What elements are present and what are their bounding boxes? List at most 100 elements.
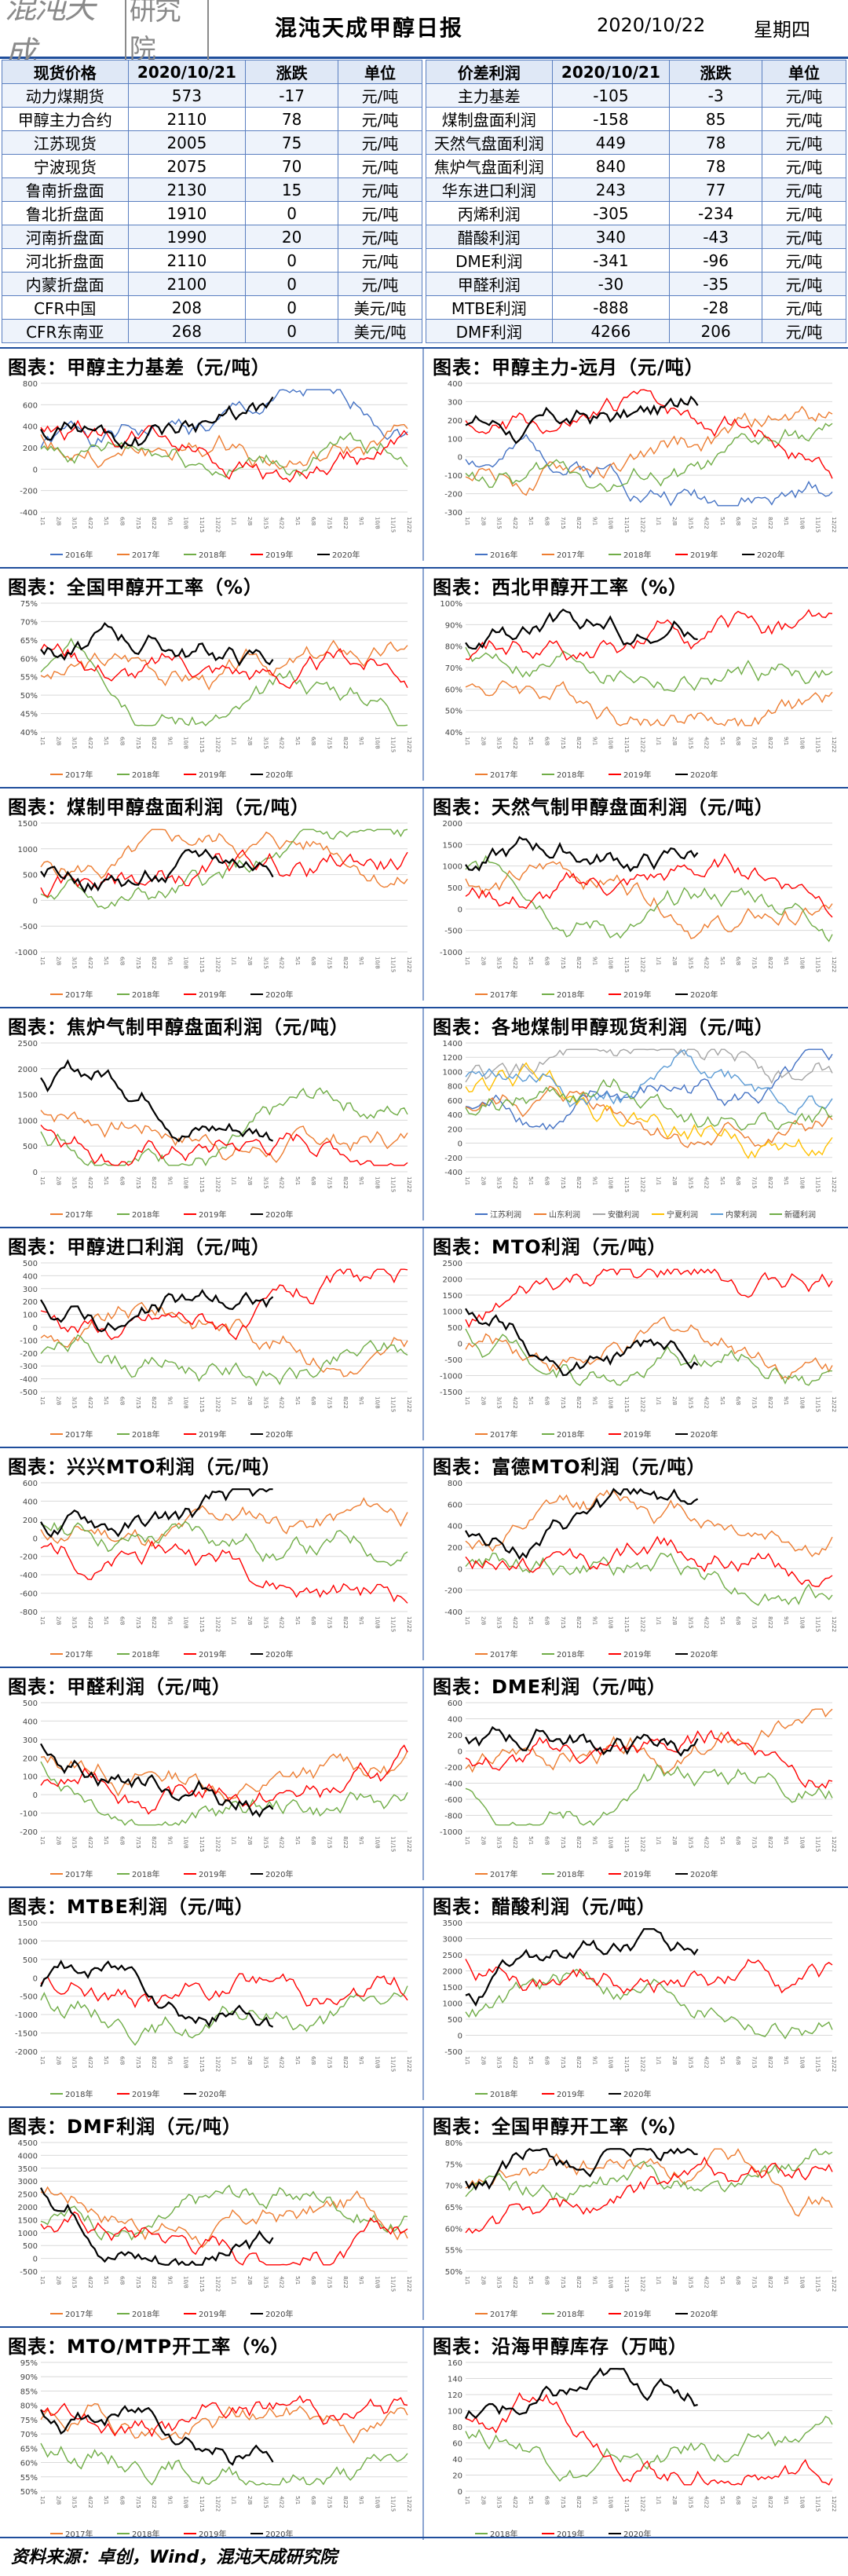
x-tick-label: 7/15 xyxy=(751,2276,757,2289)
legend-label: 2020年 xyxy=(265,1869,293,1879)
chart-title: 图表：甲醇主力-远月（元/吨） xyxy=(433,357,704,379)
chart-title: 图表：全国甲醇开工率（%） xyxy=(8,576,264,598)
x-tick-label: 7/15 xyxy=(135,1176,141,1189)
x-tick-label: 12/22 xyxy=(214,2056,221,2072)
y-tick-label: 600 xyxy=(23,401,38,410)
x-tick-label: 5/1 xyxy=(528,1836,534,1845)
x-tick-label: 10/8 xyxy=(799,1616,805,1629)
x-tick-label: 12/22 xyxy=(831,1836,837,1852)
x-tick-label: 7/15 xyxy=(751,1176,757,1189)
x-tick-label: 7/15 xyxy=(560,1616,566,1629)
y-tick-label: 400 xyxy=(448,1716,462,1725)
series-line xyxy=(40,1973,408,2008)
x-tick-label: 1/1 xyxy=(464,1836,470,1845)
x-tick-label: 5/1 xyxy=(103,957,109,965)
table-row: CFR中国 208 0 美元/吨 xyxy=(2,295,423,320)
x-tick-label: 10/8 xyxy=(608,2056,614,2069)
table-cell: 元/吨 xyxy=(761,177,847,202)
x-tick-label: 7/15 xyxy=(751,1616,757,1629)
series-line xyxy=(465,1489,833,1557)
x-tick-label: 1/1 xyxy=(231,1616,237,1625)
x-tick-label: 5/1 xyxy=(528,2496,534,2505)
legend-label: 2018年 xyxy=(557,1649,584,1659)
y-tick-label: -200 xyxy=(20,488,38,496)
x-tick-label: 11/15 xyxy=(815,957,821,972)
x-tick-label: 4/22 xyxy=(704,957,710,969)
x-tick-label: 7/15 xyxy=(751,1396,757,1409)
x-tick-label: 1/1 xyxy=(656,2056,662,2065)
y-tick-label: 500 xyxy=(23,1956,38,1965)
y-tick-label: -500 xyxy=(20,1993,38,2002)
y-tick-label: 500 xyxy=(23,1700,38,1708)
y-tick-label: 0 xyxy=(458,2488,462,2497)
legend-label: 2018年 xyxy=(623,550,651,560)
y-tick-label: 400 xyxy=(448,380,462,389)
x-tick-label: 1/1 xyxy=(464,2496,470,2505)
x-tick-label: 11/15 xyxy=(199,1836,205,1852)
y-tick-label: 160 xyxy=(448,2359,462,2368)
x-tick-label: 8/22 xyxy=(151,1396,157,1409)
x-tick-label: 3/15 xyxy=(71,957,78,969)
x-tick-label: 12/22 xyxy=(831,1616,837,1632)
table-row: 宁波现货 2075 70 元/吨 xyxy=(2,154,423,178)
x-tick-label: 3/15 xyxy=(687,1836,693,1849)
table-row: 河北折盘面 2110 0 元/吨 xyxy=(2,248,423,273)
chart-plot: 80%75%70%65%60%55%50%1/1 2/8 3/15 4/22 5/1 6/… xyxy=(445,2139,837,2319)
x-tick-label: 6/8 xyxy=(310,2276,316,2285)
logo-text: 混沌天成 xyxy=(5,0,96,71)
x-tick-label: 6/8 xyxy=(735,957,741,965)
table-cell: -28 xyxy=(669,295,762,320)
x-tick-label: 10/8 xyxy=(799,737,805,749)
x-tick-label: 2/8 xyxy=(480,517,486,525)
x-tick-label: 3/15 xyxy=(71,1396,78,1409)
x-tick-label: 11/15 xyxy=(199,1616,205,1632)
y-tick-label: 1000 xyxy=(443,863,462,872)
series-line xyxy=(40,1110,408,1163)
y-tick-label: 85% xyxy=(20,2388,38,2396)
y-tick-label: 200 xyxy=(448,1544,462,1553)
y-tick-label: 500 xyxy=(23,1260,38,1268)
x-tick-label: 7/15 xyxy=(135,2496,141,2508)
x-tick-label: 12/22 xyxy=(831,2276,837,2292)
legend-label: 2016年 xyxy=(490,550,517,560)
company-logo: 混沌天成 研究院 xyxy=(5,0,209,71)
legend-label: 2020年 xyxy=(265,770,293,780)
y-tick-label: 2500 xyxy=(18,2191,38,2200)
legend-label: 2017年 xyxy=(557,550,584,560)
x-tick-label: 4/22 xyxy=(87,1176,93,1189)
table-cell: 2100 xyxy=(127,272,247,296)
section-divider xyxy=(0,1886,848,1888)
legend-label: 2020年 xyxy=(199,2089,226,2099)
table-cell: 元/吨 xyxy=(761,130,847,155)
table-cell: 340 xyxy=(551,225,671,249)
x-tick-label: 3/15 xyxy=(262,1176,269,1189)
x-tick-label: 8/22 xyxy=(342,2056,349,2069)
y-tick-label: 20 xyxy=(452,2472,462,2481)
chart-title: 图表：DME利润（元/吨） xyxy=(433,1676,667,1698)
y-tick-label: 2500 xyxy=(18,1040,38,1048)
chart-panel: 图表：MTO/MTP开工率（%） 95% 90% 85% 80% 75% 70% 65% 60%… xyxy=(3,2331,419,2543)
table-cell: 江苏现货 xyxy=(2,130,129,155)
table-cell: 动力煤期货 xyxy=(2,83,129,108)
x-tick-label: 12/22 xyxy=(406,517,412,532)
legend-label: 2020年 xyxy=(690,2309,718,2319)
x-tick-label: 11/15 xyxy=(815,1396,821,1412)
table-cell: 0 xyxy=(245,319,338,343)
series-line xyxy=(40,1520,408,1567)
x-tick-label: 5/1 xyxy=(103,2056,109,2065)
x-tick-label: 8/22 xyxy=(151,1616,157,1629)
x-tick-label: 4/22 xyxy=(512,1176,518,1189)
x-tick-label: 3/15 xyxy=(496,1176,503,1189)
x-tick-label: 5/1 xyxy=(294,2496,301,2505)
x-tick-label: 7/15 xyxy=(326,2496,332,2508)
x-tick-label: 1/1 xyxy=(464,957,470,965)
y-tick-label: 0 xyxy=(458,2033,462,2041)
table-cell: 243 xyxy=(551,177,671,202)
y-tick-label: -2000 xyxy=(15,2048,38,2057)
y-tick-label: 50% xyxy=(20,2488,38,2497)
x-tick-label: 12/22 xyxy=(214,737,221,752)
x-tick-label: 4/22 xyxy=(704,2276,710,2289)
